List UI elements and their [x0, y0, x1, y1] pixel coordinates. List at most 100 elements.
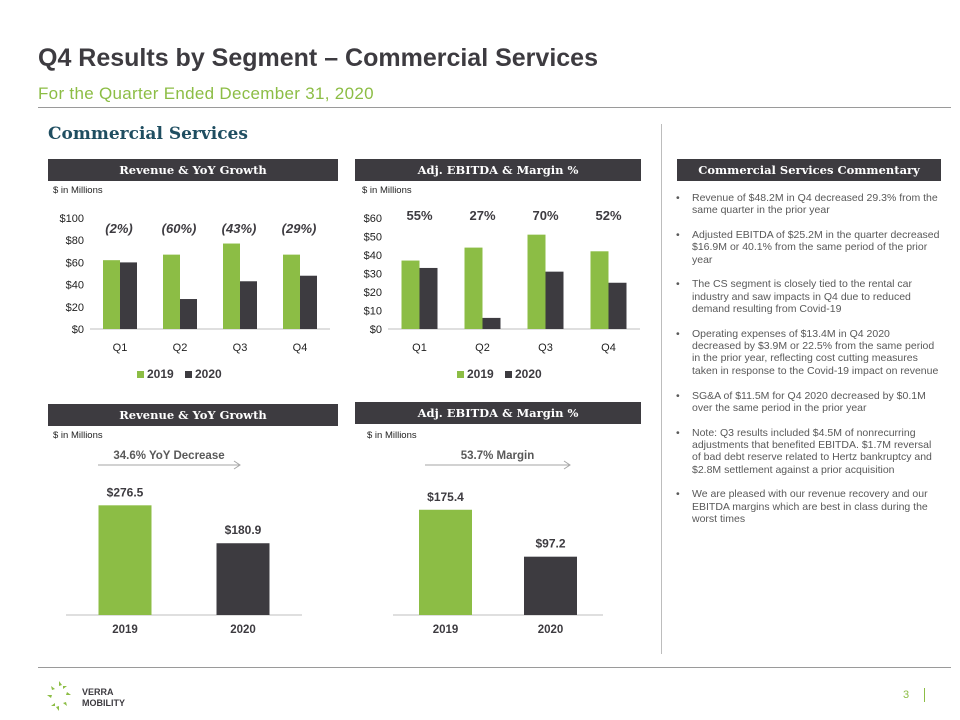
annual-annotation: 34.6% YoY Decrease	[113, 450, 224, 462]
page-subtitle: For the Quarter Ended December 31, 2020	[38, 84, 374, 103]
arrow-head-icon	[563, 460, 571, 470]
footer-divider	[38, 667, 951, 668]
x-tick-label: Q1	[113, 342, 128, 354]
y-tick-label: $60	[364, 213, 382, 225]
commentary-text: Operating expenses of $13.4M in Q4 2020 …	[692, 327, 939, 377]
commentary-text: Adjusted EBITDA of $25.2M in the quarter…	[692, 229, 940, 266]
y-tick-label: $20	[364, 287, 382, 299]
bullet-icon: •	[676, 426, 680, 439]
commentary-item: • We are pleased with our revenue recover…	[676, 488, 940, 525]
y-tick-label: $60	[66, 257, 84, 269]
revenue-annual-header: Revenue & YoY Growth	[48, 404, 338, 426]
bar-2019-q4	[590, 251, 609, 329]
y-tick-label: $0	[72, 324, 84, 336]
bar-2020-q2	[180, 299, 197, 329]
x-tick-label: Q2	[475, 342, 490, 354]
legend-swatch-2020	[505, 371, 512, 378]
y-tick-label: $50	[364, 232, 382, 244]
bar-value-label: $276.5	[107, 485, 144, 499]
commentary-list: • Revenue of $48.2M in Q4 decreased 29.3%…	[676, 192, 940, 538]
legend-label-2020: 2020	[515, 367, 542, 381]
y-tick-label: $0	[370, 324, 382, 336]
data-annotation: 55%	[406, 208, 432, 223]
data-annotation: (43%)	[222, 221, 257, 236]
data-annotation: (60%)	[162, 221, 197, 236]
bullet-icon: •	[676, 192, 680, 204]
x-tick-label: Q3	[538, 342, 553, 354]
bullet-icon: •	[676, 389, 680, 402]
bar-2019-q3	[527, 234, 546, 329]
bar-2020	[524, 556, 577, 615]
bar-2019	[98, 505, 152, 615]
commentary-item: • Revenue of $48.2M in Q4 decreased 29.3%…	[676, 192, 940, 217]
ebitda-quarterly-unit: $ in Millions	[362, 185, 412, 196]
bar-2019-q2	[163, 254, 180, 329]
title-divider	[38, 107, 951, 108]
page-number: 3	[903, 689, 910, 701]
page-title: Q4 Results by Segment – Commercial Servi…	[38, 44, 598, 72]
bar-2020-q2	[482, 317, 501, 329]
ebitda-quarterly-header: Adj. EBITDA & Margin %	[355, 159, 641, 181]
bar-value-label: $97.2	[535, 537, 565, 551]
x-tick-label: Q1	[412, 342, 427, 354]
y-tick-label: $100	[60, 213, 84, 225]
logo-text-line-1: VERRA	[82, 687, 114, 697]
x-tick-label: 2020	[230, 624, 256, 636]
legend-label-2019: 2019	[467, 367, 494, 381]
bar-2019-q1	[103, 260, 120, 329]
legend-label-2020: 2020	[195, 367, 222, 381]
y-tick-label: $30	[364, 269, 382, 281]
commentary-item: • The CS segment is closely tied to the r…	[676, 278, 940, 315]
commentary-text: The CS segment is closely tied to the re…	[692, 278, 913, 316]
bar-2020-q3	[240, 281, 257, 329]
bar-2019-q1	[401, 260, 420, 329]
bar-2020-q1	[419, 267, 438, 329]
legend-swatch-2019	[137, 371, 144, 378]
section-heading: Commercial Services	[48, 124, 248, 144]
commentary-text: Revenue of $48.2M in Q4 decreased 29.3% …	[692, 192, 938, 217]
commentary-item: • Adjusted EBITDA of $25.2M in the quarte…	[676, 229, 940, 266]
commentary-item: • Operating expenses of $13.4M in Q4 2020…	[676, 328, 940, 377]
y-tick-label: $40	[66, 280, 84, 292]
bullet-icon: •	[676, 229, 680, 242]
bar-2019	[419, 509, 472, 615]
commentary-header: Commercial Services Commentary	[677, 159, 941, 181]
bar-2020-q4	[300, 275, 317, 329]
logo-mark-icon	[47, 681, 71, 711]
y-tick-label: $40	[364, 250, 382, 262]
page-number-bar	[924, 688, 925, 702]
x-tick-label: Q4	[601, 342, 616, 354]
revenue-quarterly-header: Revenue & YoY Growth	[48, 159, 338, 181]
y-tick-label: $20	[66, 302, 84, 314]
data-annotation: 27%	[469, 208, 495, 223]
verra-mobility-logo: VERRA MOBILITY	[47, 681, 125, 711]
data-annotation: (29%)	[282, 221, 317, 236]
commentary-item: • Note: Q3 results included $4.5M of nonr…	[676, 427, 940, 476]
bullet-icon: •	[676, 327, 680, 340]
bar-2019-q3	[223, 243, 240, 329]
revenue-annual-unit: $ in Millions	[53, 430, 103, 441]
legend-swatch-2020	[185, 371, 192, 378]
ebitda-annual-header: Adj. EBITDA & Margin %	[355, 402, 641, 424]
bullet-icon: •	[676, 278, 680, 291]
bar-2020-q3	[545, 271, 564, 329]
legend-label-2019: 2019	[147, 367, 174, 381]
arrow-head-icon	[233, 460, 241, 470]
bar-value-label: $175.4	[427, 490, 464, 504]
vertical-divider	[661, 124, 662, 654]
bar-2019-q2	[464, 247, 483, 329]
x-tick-label: Q2	[173, 342, 188, 354]
annual-annotation: 53.7% Margin	[461, 450, 535, 462]
bar-2019-q4	[283, 254, 300, 329]
logo-text-line-2: MOBILITY	[82, 698, 125, 708]
x-tick-label: 2020	[538, 624, 564, 636]
x-tick-label: Q3	[233, 342, 248, 354]
x-tick-label: Q4	[293, 342, 308, 354]
commentary-text: SG&A of $11.5M for Q4 2020 decreased by …	[692, 389, 926, 414]
data-annotation: 70%	[532, 208, 558, 223]
y-tick-label: $80	[66, 235, 84, 247]
bar-2020	[216, 543, 270, 615]
bullet-icon: •	[676, 488, 680, 501]
x-tick-label: 2019	[112, 624, 138, 636]
